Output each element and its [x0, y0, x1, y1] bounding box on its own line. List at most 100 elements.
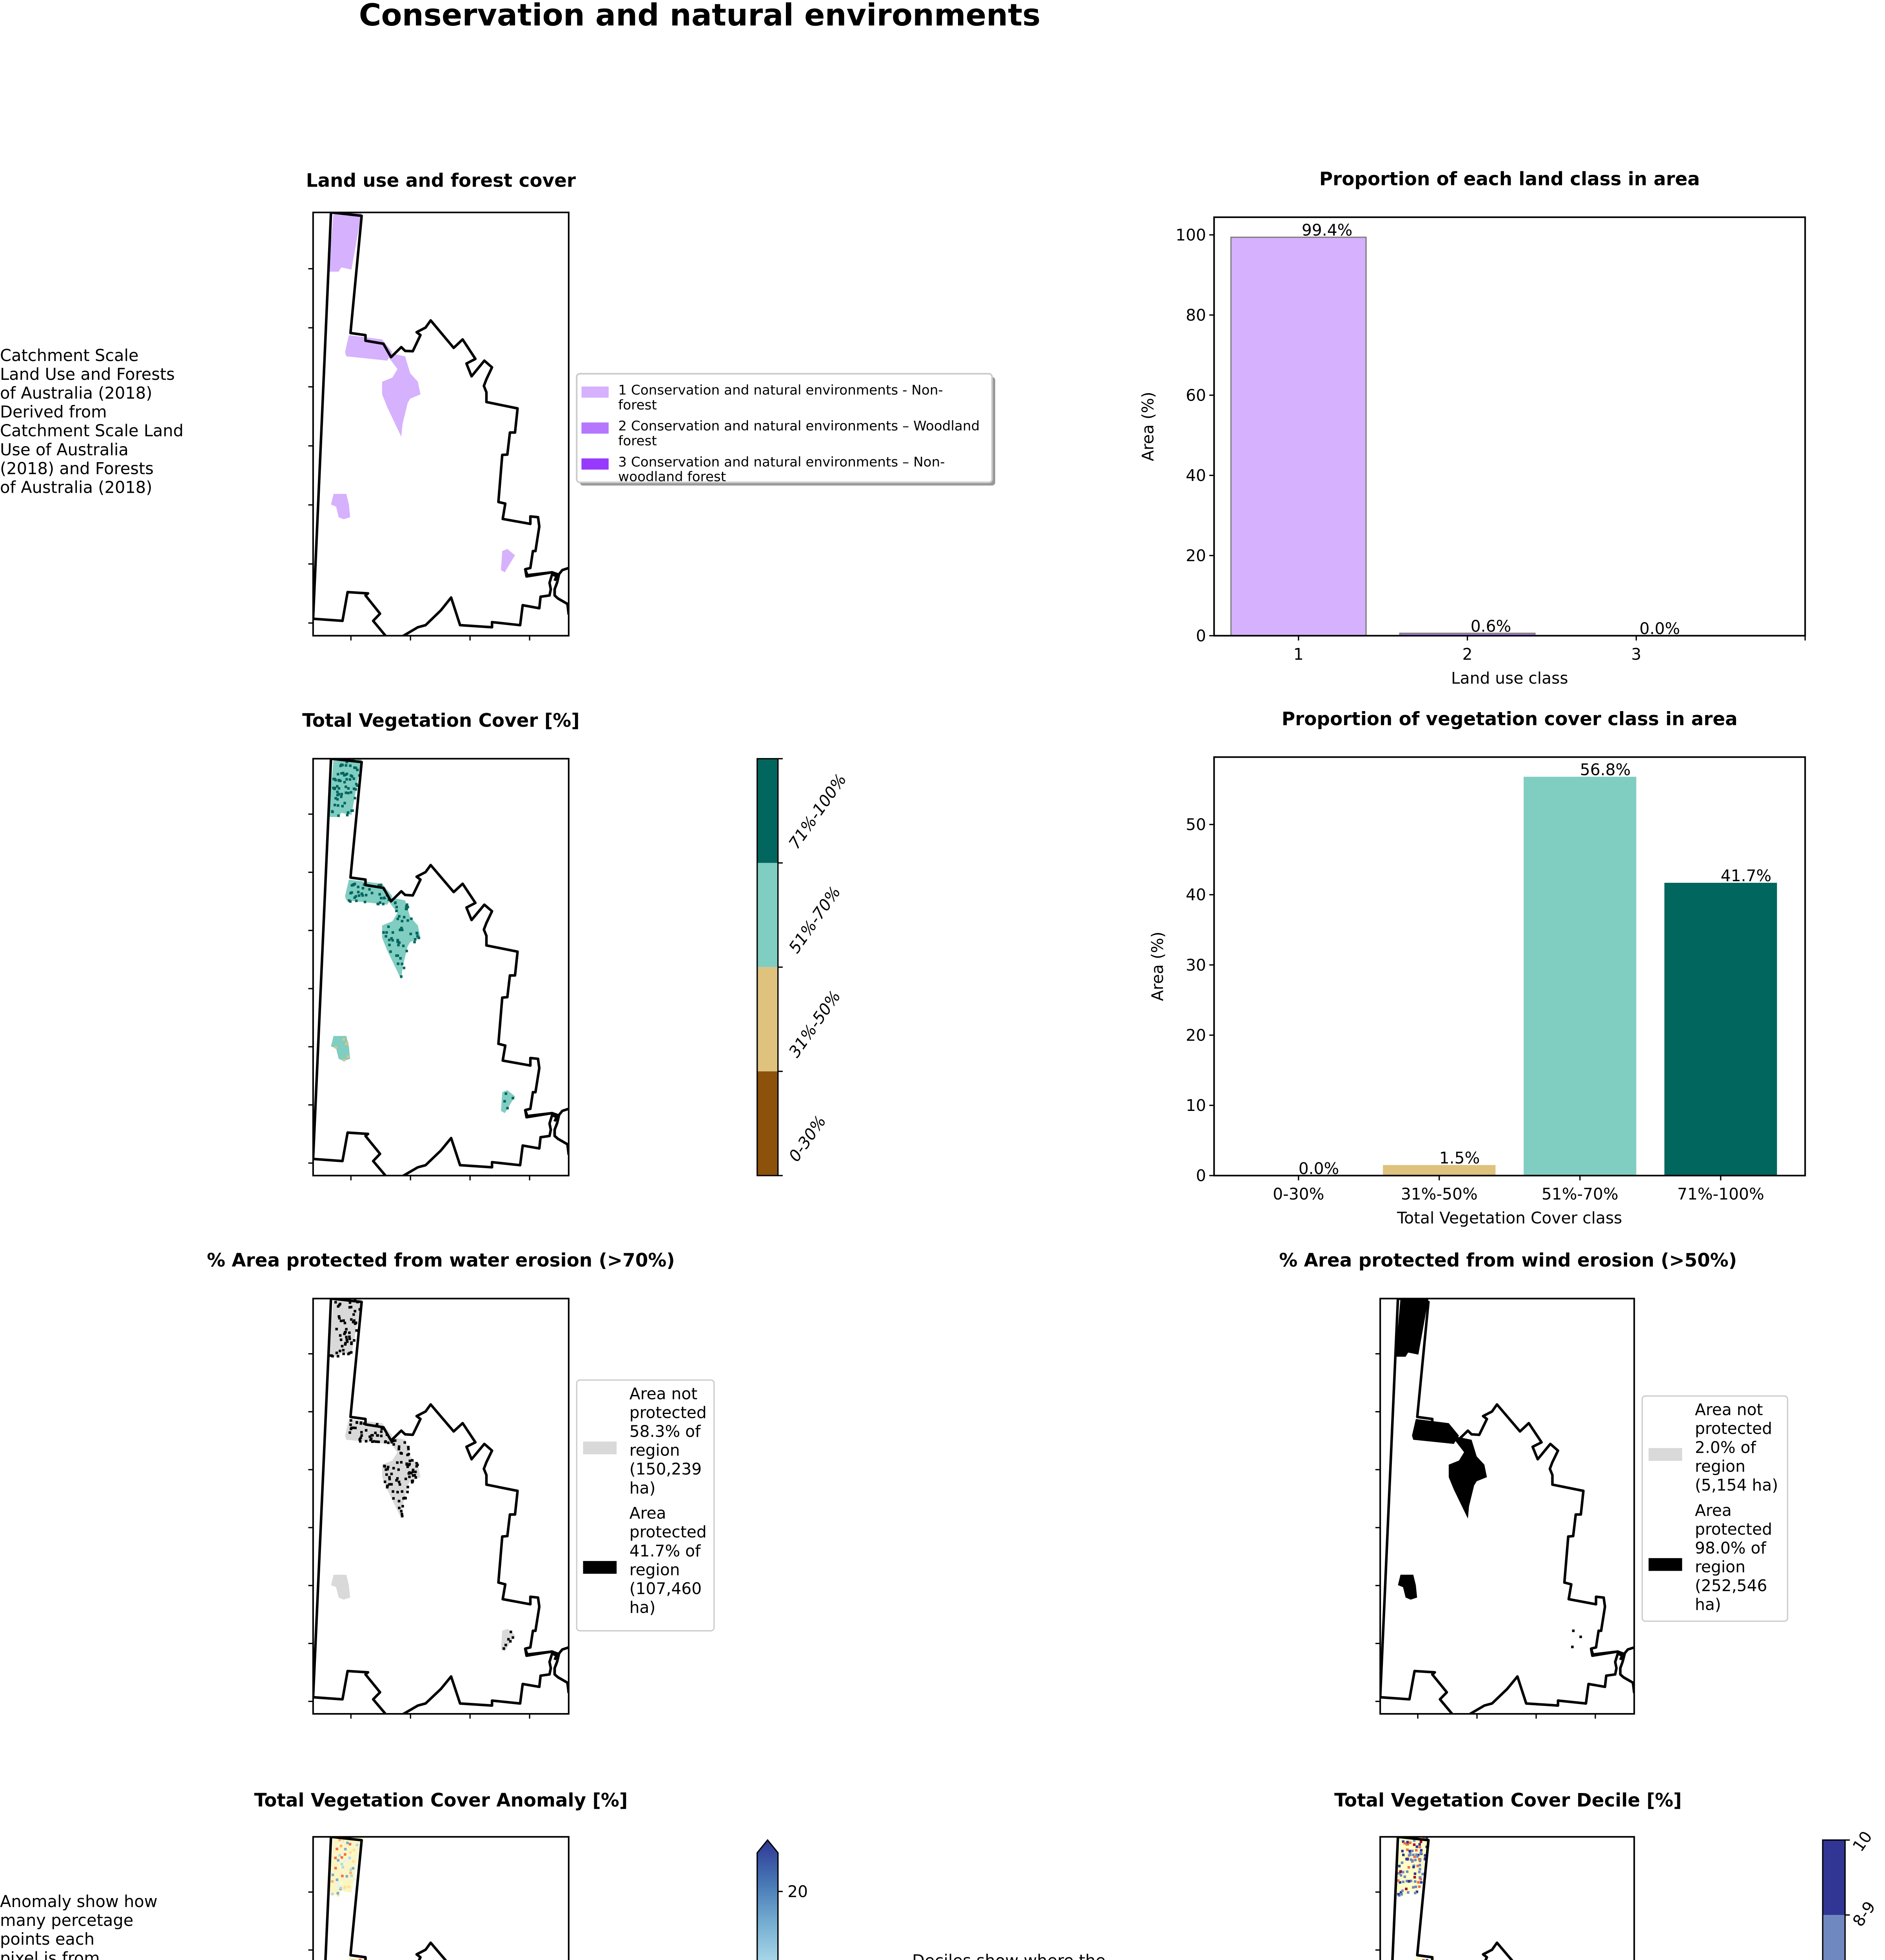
colorbar-segment: [757, 1071, 778, 1176]
legend-label: Area not: [1695, 1400, 1763, 1419]
anomaly-note-line: Anomaly show how: [0, 1892, 158, 1911]
map-frame: [312, 1298, 570, 1715]
bar: [1383, 1165, 1496, 1176]
map-content: [313, 1298, 569, 1714]
patch-central-strip: [1412, 1419, 1459, 1444]
legend-label: (5,154 ha): [1695, 1475, 1778, 1494]
veg-cover-colorbar: 0-30% 31%-50% 51%-70% 71%-100%: [757, 758, 851, 1176]
region-boundary-notch: [524, 1648, 559, 1661]
legend-label: region: [630, 1560, 680, 1579]
legend-label: 2 Conservation and natural environments …: [618, 418, 980, 434]
legend-label: ha): [630, 1598, 656, 1617]
bar-value-label: 41.7%: [1721, 866, 1771, 885]
legend-swatch: [581, 387, 609, 398]
legend-swatch: [581, 458, 609, 470]
region-boundary-south: [401, 1107, 569, 1176]
region-boundary: [331, 1837, 447, 1960]
land-use-note-line: Land Use and Forests: [0, 365, 175, 384]
colorbar-segment: [1823, 1915, 1845, 1960]
water-erosion-map: [308, 1298, 570, 1719]
land-use-legend: 1 Conservation and natural environments …: [576, 373, 995, 486]
region-boundary-west: [324, 1837, 332, 1960]
x-tick-label: 71%-100%: [1677, 1185, 1764, 1203]
map-frame: [1379, 1836, 1635, 1960]
x-tick-label: 1: [1294, 645, 1304, 664]
patch-central: [382, 1436, 421, 1519]
land-use-note-line: Catchment Scale Land: [0, 421, 183, 440]
colorbar-label: 71%-100%: [785, 770, 851, 852]
map-frame: [312, 758, 570, 1176]
region-boundary-west: [313, 759, 332, 1159]
map-content: [313, 759, 569, 1176]
anomaly-note-line: many percetage: [0, 1911, 133, 1930]
land-use-note-line: Derived from: [0, 402, 107, 421]
legend-label: ha): [630, 1479, 656, 1497]
y-tick-label: 50: [1186, 815, 1206, 834]
y-tick-label: 40: [1186, 886, 1206, 904]
legend-swatch: [583, 1561, 617, 1574]
region-boundary-east: [553, 1661, 569, 1693]
land-use-note-line: Catchment Scale: [0, 346, 139, 365]
y-tick-label: 0: [1196, 626, 1206, 645]
colorbar-label: 31%-50%: [785, 987, 845, 1061]
legend-label: protected: [630, 1403, 707, 1422]
x-tick-label: 51%-70%: [1542, 1185, 1618, 1203]
legend-label: protected: [1695, 1520, 1772, 1539]
legend-swatch: [1648, 1558, 1682, 1571]
patch-southeast: [501, 549, 515, 572]
legend-label: Area: [1695, 1501, 1732, 1520]
page-title: Conservation and natural environments: [359, 0, 1041, 33]
patch-west: [1398, 1575, 1417, 1600]
veg-cover-map: [308, 758, 570, 1181]
veg-cover-panel: Total Vegetation Cover [%] 0-30% 31%-50% 5…: [302, 710, 851, 1181]
bar-value-label: 0.0%: [1640, 619, 1680, 638]
legend-label: region: [630, 1441, 680, 1460]
region-boundary-west: [313, 1298, 332, 1697]
region-boundary-east: [553, 1122, 569, 1155]
y-axis-label: Area (%): [1138, 392, 1157, 461]
veg-class-bar-chart: Proportion of vegetation cover class in …: [1148, 709, 1806, 1227]
x-tick-label: 3: [1631, 645, 1641, 664]
legend-label: region: [1695, 1557, 1745, 1576]
patch-central-strip: [1415, 1957, 1438, 1960]
region-boundary-south: [401, 566, 569, 636]
colorbar-gradient: [757, 1839, 779, 1960]
patch-west: [331, 494, 350, 519]
chart-frame: [1213, 216, 1806, 637]
region-boundary-notch: [524, 1110, 559, 1122]
colorbar-label: 0-30%: [785, 1112, 830, 1165]
decile-map: [1375, 1836, 1635, 1960]
legend-label: 58.3% of: [630, 1422, 701, 1441]
anomaly-note-line: points each: [0, 1929, 94, 1949]
chart-frame: [1213, 756, 1806, 1176]
land-class-bar-chart: Proportion of each land class in area 99.…: [1138, 169, 1806, 688]
region-boundary: [1398, 1298, 1634, 1684]
region-boundary: [331, 212, 568, 605]
region-boundary-east: [553, 582, 569, 615]
water-erosion-panel: % Area protected from water erosion (>70…: [207, 1250, 715, 1719]
legend-swatch: [581, 422, 609, 434]
colorbar-label: 51%-70%: [785, 883, 845, 956]
legend-label: 1 Conservation and natural environments …: [618, 382, 943, 398]
wind-erosion-panel: % Area protected from wind erosion (>50%…: [1279, 1250, 1789, 1719]
patch-southeast: [501, 1090, 515, 1113]
colorbar-frame: [1822, 1839, 1846, 1960]
legend-label: forest: [618, 433, 657, 449]
region-boundary-southwest: [313, 1131, 387, 1176]
y-tick-label: 60: [1186, 386, 1206, 405]
patch-north: [328, 212, 362, 272]
legend-label: (252,546: [1695, 1576, 1767, 1595]
decile-title: Total Vegetation Cover Decile [%]: [1334, 1790, 1682, 1811]
decile-note-line: Deciles show where the: [912, 1951, 1106, 1960]
chart-title: Proportion of vegetation cover class in …: [1282, 709, 1738, 730]
region-boundary-notch: [524, 569, 559, 581]
region-boundary-west: [1380, 1298, 1399, 1697]
region-boundary-south: [401, 1646, 569, 1714]
x-tick-label: 2: [1462, 645, 1473, 664]
legend-label: (107,460: [630, 1579, 702, 1598]
x-axis-label: Total Vegetation Cover class: [1397, 1209, 1622, 1227]
legend-label: 41.7% of: [630, 1541, 701, 1560]
colorbar-segment: [757, 863, 778, 967]
